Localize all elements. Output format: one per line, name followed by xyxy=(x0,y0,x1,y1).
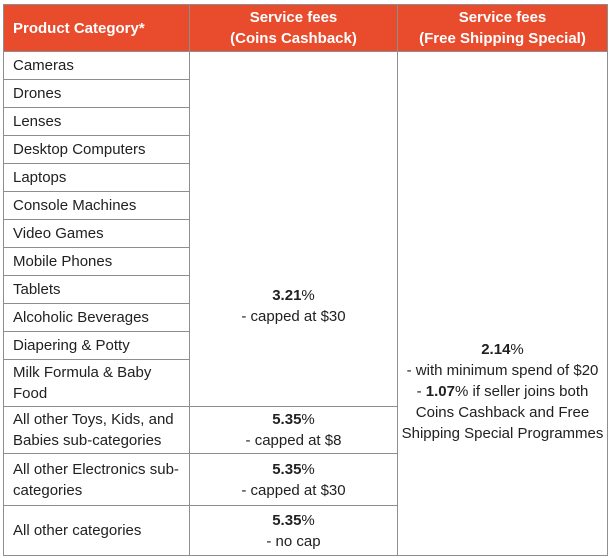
coins-cashback-fee-cell: 5.35% - capped at $30 xyxy=(189,453,398,506)
table-row: Drones xyxy=(3,79,608,108)
fee-rate: 5.35% xyxy=(272,460,315,478)
category-cell: Video Games xyxy=(3,219,190,248)
table-row: All other Toys, Kids, and Babies sub-cat… xyxy=(3,406,608,454)
fee-rate: 5.35% xyxy=(272,411,315,428)
fee-note: - capped at $30 xyxy=(241,308,346,325)
coins-cashback-merged-fee-cell: 3.21% - capped at $30 xyxy=(189,51,398,407)
table-row: Milk Formula & Baby Food xyxy=(3,359,608,407)
fee-note-line3: - 1.07% if seller joins both xyxy=(416,383,589,400)
free-shipping-header: Service fees (Free Shipping Special) xyxy=(397,4,608,52)
coins-cashback-fee-cell: 5.35% - no cap xyxy=(189,505,398,556)
category-cell: Alcoholic Beverages xyxy=(3,303,190,332)
coins-cashback-header: Service fees (Coins Cashback) xyxy=(189,4,398,52)
free-shipping-header-line1: Service fees xyxy=(458,9,547,26)
table-row: All other Electronics sub-categories 5.3… xyxy=(3,453,608,506)
category-cell: All other Toys, Kids, and Babies sub-cat… xyxy=(3,406,190,454)
category-cell: Console Machines xyxy=(3,191,190,220)
category-cell: Cameras xyxy=(3,51,190,80)
category-cell: Milk Formula & Baby Food xyxy=(3,359,190,407)
fee-note-line4: Coins Cashback and Free xyxy=(415,404,590,421)
coins-cashback-header-line1: Service fees xyxy=(249,9,338,26)
free-shipping-merged-fee: 2.14% - with minimum spend of $20 - 1.07… xyxy=(400,339,605,444)
table-row: All other categories 5.35% - no cap xyxy=(3,505,608,556)
fee-note-line5: Shipping Special Programmes xyxy=(401,425,604,442)
fee-note-line2: - with minimum spend of $20 xyxy=(406,362,599,379)
product-category-header-label: Product Category* xyxy=(13,19,145,37)
category-cell: Diapering & Potty xyxy=(3,331,190,360)
fee-note: - capped at $8 xyxy=(245,432,342,449)
free-shipping-merged-fee-cell: 2.14% - with minimum spend of $20 - 1.07… xyxy=(397,51,608,556)
fee-rate: 3.21% xyxy=(272,287,315,304)
table-row: Cameras 3.21% - capped at $30 2.14% - wi… xyxy=(3,51,608,556)
table-row: Tablets xyxy=(3,275,608,304)
fee-rate: 5.35% xyxy=(272,511,315,529)
fee-note: - no cap xyxy=(266,532,321,550)
product-category-header: Product Category* xyxy=(3,4,190,52)
free-shipping-header-line2: (Free Shipping Special) xyxy=(419,30,586,47)
coins-cashback-fee-cell: 5.35% - capped at $8 xyxy=(189,406,398,454)
table-row: Video Games xyxy=(3,219,608,248)
table-row: Console Machines xyxy=(3,191,608,220)
category-cell: Laptops xyxy=(3,163,190,192)
category-cell: Lenses xyxy=(3,107,190,136)
table-row: Diapering & Potty xyxy=(3,331,608,360)
category-cell: Desktop Computers xyxy=(3,135,190,164)
fee-note: - capped at $30 xyxy=(241,481,346,499)
service-fees-table: Product Category* Service fees (Coins Ca… xyxy=(3,4,608,556)
category-cell: Mobile Phones xyxy=(3,247,190,276)
coins-cashback-merged-fee: 3.21% - capped at $30 xyxy=(192,285,395,327)
category-cell: Drones xyxy=(3,79,190,108)
coins-cashback-header-line2: (Coins Cashback) xyxy=(230,30,357,47)
fee-rate: 2.14% xyxy=(481,341,524,358)
category-cell: All other Electronics sub-categories xyxy=(3,453,190,506)
category-cell: Tablets xyxy=(3,275,190,304)
category-cell: All other categories xyxy=(3,505,190,556)
table-row: Alcoholic Beverages xyxy=(3,303,608,332)
table-row: Mobile Phones xyxy=(3,247,608,276)
header-row: Product Category* Service fees (Coins Ca… xyxy=(3,4,608,52)
table-row: Laptops xyxy=(3,163,608,192)
